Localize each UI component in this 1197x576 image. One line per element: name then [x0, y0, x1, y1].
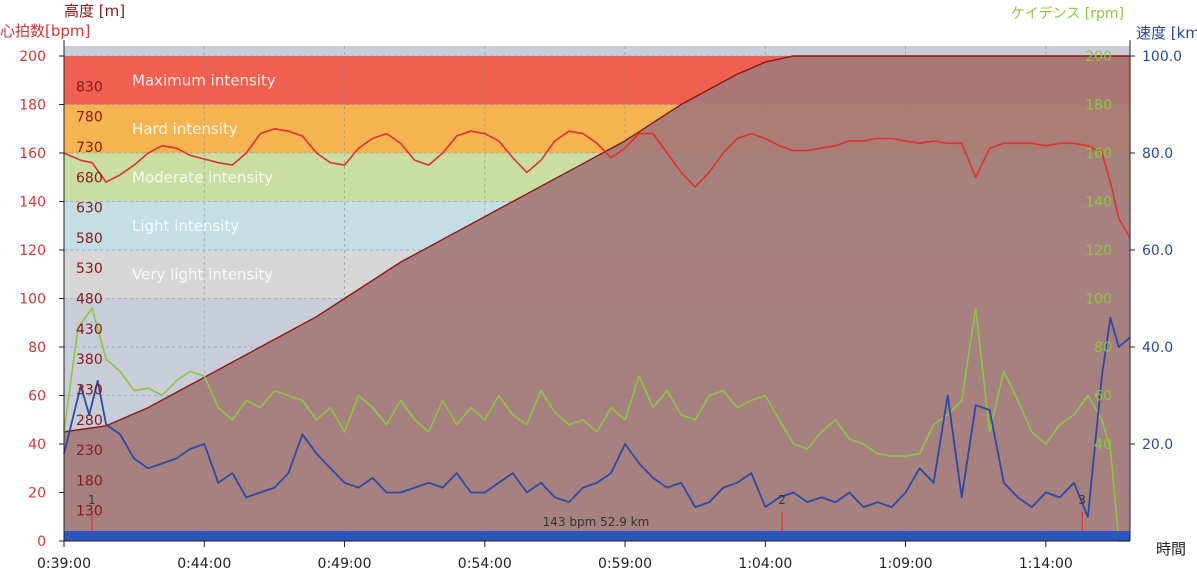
cadence-line — [63, 307, 1130, 542]
speed-tick-label: 80.0 — [1142, 146, 1173, 162]
cadence-tick-label: 160 — [1085, 146, 1112, 162]
summary-bar — [64, 531, 1130, 541]
time-tick-label: 1:14:00 — [1019, 556, 1073, 572]
time-axis: 0:39:00 0:44:00 0:49:00 0:54:00 0:59:00 1:04:… — [37, 541, 1073, 572]
lap-markers: 1 2 3 — [88, 493, 1086, 531]
cadence-tick-label: 180 — [1085, 98, 1112, 114]
heart-rate-line — [63, 128, 1131, 239]
hr-tick-label: 180 — [19, 98, 46, 114]
zone-label: Maximum intensity — [132, 71, 276, 89]
altitude-tick-label: 580 — [76, 231, 103, 247]
zone-label: Very light intensity — [132, 265, 273, 283]
time-tick-label: 0:59:00 — [598, 556, 652, 572]
altitude-tick-label: 680 — [76, 170, 103, 186]
altitude-tick-label: 830 — [76, 79, 103, 95]
cadence-tick-label: 200 — [1085, 49, 1112, 65]
hr-tick-label: 0 — [37, 534, 46, 550]
hr-tick-label: 140 — [19, 195, 46, 211]
altitude-tick-label: 430 — [76, 322, 103, 338]
hr-tick-label: 40 — [28, 437, 46, 453]
time-tick-label: 0:49:00 — [318, 556, 372, 572]
hr-tick-label: 100 — [19, 292, 46, 308]
time-tick-label: 0:54:00 — [458, 556, 512, 572]
heart-rate-axis: 0 20 40 60 80 100 120 140 160 180 200 — [19, 49, 64, 550]
altitude-axis: 130 180 230 280 330 380 430 480 530 580 630 680 730 7… — [76, 79, 103, 519]
summary-label: 143 bpm 52.9 km — [543, 515, 650, 529]
altitude-tick-label: 130 — [76, 504, 103, 520]
hr-tick-label: 80 — [28, 340, 46, 356]
altitude-tick-label: 480 — [76, 292, 103, 308]
cadence-tick-label: 80 — [1094, 340, 1112, 356]
speed-axis-title: 速度 [km — [1136, 24, 1197, 42]
series-lines — [63, 128, 1131, 542]
cadence-tick-label: 40 — [1094, 437, 1112, 453]
heart-rate-axis-title: 心拍数[bpm] — [0, 22, 90, 40]
speed-tick-label: 60.0 — [1142, 243, 1173, 259]
altitude-tick-label: 230 — [76, 443, 103, 459]
speed-tick-label: 100.0 — [1142, 49, 1182, 65]
altitude-tick-label: 730 — [76, 140, 103, 156]
hr-tick-label: 60 — [28, 389, 46, 405]
cadence-tick-label: 100 — [1085, 292, 1112, 308]
altitude-tick-label: 280 — [76, 413, 103, 429]
speed-tick-label: 20.0 — [1142, 437, 1173, 453]
cadence-axis-title: ケイデンス [rpm] — [1011, 5, 1124, 22]
speed-tick-label: 40.0 — [1142, 340, 1173, 356]
time-tick-label: 1:09:00 — [879, 556, 933, 572]
altitude-area — [63, 55, 1130, 541]
cadence-tick-label: 140 — [1085, 195, 1112, 211]
time-tick-label: 0:39:00 — [37, 556, 91, 572]
altitude-tick-label: 330 — [76, 382, 103, 398]
altitude-fill — [64, 56, 1130, 541]
hr-tick-label: 120 — [19, 243, 46, 259]
hr-tick-label: 20 — [28, 486, 46, 502]
speed-axis: 20.0 40.0 60.0 80.0 100.0 — [1130, 49, 1182, 453]
altitude-axis-title: 高度 [m] — [64, 2, 125, 20]
time-axis-title: 時間 — [1156, 540, 1186, 558]
lap-label: 3 — [1078, 493, 1086, 507]
hr-tick-label: 160 — [19, 146, 46, 162]
altitude-line — [63, 55, 1130, 433]
zone-label: Hard intensity — [132, 120, 238, 138]
hr-tick-label: 200 — [19, 49, 46, 65]
zone-label: Light intensity — [132, 217, 239, 235]
time-tick-label: 0:44:00 — [177, 556, 231, 572]
zone-label: Moderate intensity — [132, 168, 273, 186]
altitude-tick-label: 530 — [76, 261, 103, 277]
cadence-tick-label: 120 — [1085, 243, 1112, 259]
zone-labels: Maximum intensity Hard intensity Moderate … — [132, 71, 276, 283]
lap-label: 2 — [778, 493, 786, 507]
altitude-tick-label: 780 — [76, 110, 103, 126]
altitude-tick-label: 180 — [76, 473, 103, 489]
speed-line — [63, 317, 1131, 518]
time-tick-label: 1:04:00 — [738, 556, 792, 572]
altitude-tick-label: 380 — [76, 352, 103, 368]
lap-label: 1 — [88, 493, 96, 507]
cadence-tick-label: 60 — [1094, 389, 1112, 405]
altitude-tick-label: 630 — [76, 201, 103, 217]
cadence-axis: 40 60 80 100 120 140 160 180 200 — [1085, 49, 1112, 453]
